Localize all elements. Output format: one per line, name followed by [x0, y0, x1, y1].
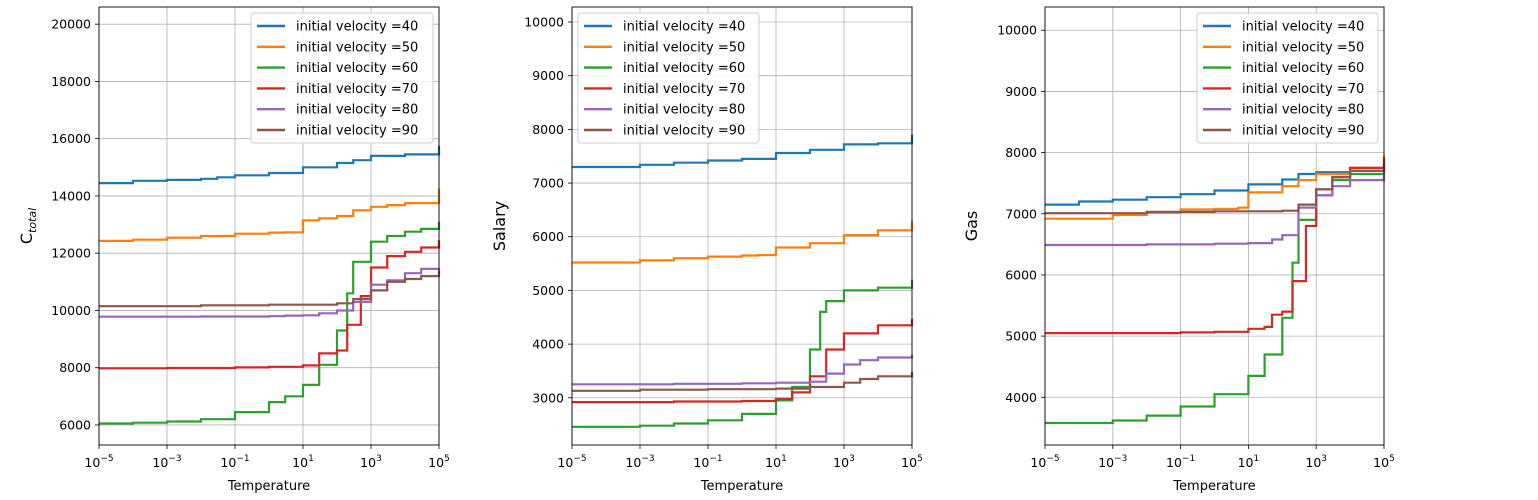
series-line-4 [99, 240, 441, 370]
y-axis-label: Gas [962, 211, 981, 242]
y-tick-label: 4000 [1005, 390, 1037, 405]
legend: initial velocity =40 initial velocity =50… [250, 12, 434, 144]
plot-frame [571, 6, 913, 446]
series-line-2 [572, 220, 914, 264]
series-line-5 [572, 354, 914, 386]
series-line-6 [572, 372, 914, 392]
y-tick-label: 8000 [532, 122, 564, 137]
legend-label: initial velocity =40 [296, 20, 418, 35]
legend-label: initial velocity =50 [296, 40, 418, 55]
legend-label: initial velocity =70 [1242, 82, 1364, 97]
legend: initial velocity =40 initial velocity =50… [577, 12, 760, 144]
y-tick-label: 5000 [1005, 329, 1037, 344]
x-tick-label: 105 [428, 454, 450, 470]
y-tick-label: 10000 [524, 15, 564, 30]
legend-box [577, 12, 760, 144]
y-tick-label: 14000 [51, 188, 91, 203]
legend-label: initial velocity =50 [1242, 40, 1364, 55]
x-axis-label: Temperature [700, 479, 783, 494]
plot-frame [1044, 6, 1385, 446]
x-tick-label: 101 [292, 454, 314, 470]
y-tick-label: 10000 [997, 23, 1037, 38]
legend-label: initial velocity =90 [1242, 124, 1364, 139]
x-tick-label: 10−5 [84, 454, 113, 470]
x-tick-label: 101 [765, 454, 787, 470]
y-tick-label: 7000 [1005, 206, 1037, 221]
x-tick-label: 103 [360, 454, 382, 470]
x-tick-label: 10−3 [625, 454, 654, 470]
x-tick-label: 10−3 [1098, 454, 1127, 470]
legend-label: initial velocity =80 [296, 103, 418, 118]
y-tick-label: 6000 [59, 417, 91, 432]
y-tick-label: 10000 [51, 303, 91, 318]
series-line-5 [99, 267, 441, 318]
x-tick-label: 101 [1238, 454, 1260, 470]
legend-label: initial velocity =80 [1242, 103, 1364, 118]
x-tick-label: 10−5 [557, 454, 586, 470]
y-tick-label: 4000 [532, 337, 564, 352]
x-tick-label: 103 [833, 454, 855, 470]
x-tick-label: 10−5 [1030, 454, 1059, 470]
legend: initial velocity =40 initial velocity =50… [1196, 12, 1379, 144]
y-axis-label: Ctotal [17, 208, 39, 244]
series-line-6 [1045, 164, 1386, 215]
y-tick-label: 18000 [51, 74, 91, 89]
chart-1: 10−5 10−3 10−1 101 103 105 6000 8000 10000 12000 1… [17, 6, 450, 494]
y-tick-label: 8000 [59, 360, 91, 375]
legend-label: initial velocity =60 [1242, 61, 1364, 76]
x-tick-label: 103 [1305, 454, 1327, 470]
x-tick-label: 10−1 [1166, 454, 1195, 470]
legend-label: initial velocity =40 [623, 20, 745, 35]
y-tick-label: 6000 [532, 229, 564, 244]
y-tick-label: 20000 [51, 17, 91, 32]
legend-label: initial velocity =70 [623, 82, 745, 97]
x-axis-label: Temperature [227, 479, 310, 494]
y-tick-label: 8000 [1005, 145, 1037, 160]
x-tick-label: 10−3 [152, 454, 181, 470]
y-tick-label: 3000 [532, 390, 564, 405]
legend-label: initial velocity =40 [1242, 20, 1364, 35]
legend-label: initial velocity =70 [296, 82, 418, 97]
x-tick-label: 105 [1373, 454, 1395, 470]
series-line-3 [572, 279, 914, 428]
y-tick-label: 9000 [532, 68, 564, 83]
y-tick-label: 9000 [1005, 84, 1037, 99]
legend-label: initial velocity =80 [623, 103, 745, 118]
y-tick-label: 12000 [51, 246, 91, 261]
y-axis-label: Salary [490, 201, 509, 251]
x-axis-label: Temperature [1172, 479, 1255, 494]
series-line-1 [99, 145, 441, 185]
series-line-4 [572, 318, 914, 404]
x-tick-label: 105 [901, 454, 923, 470]
y-tick-label: 16000 [51, 131, 91, 146]
chart-3: 10−5 10−3 10−1 101 103 105 4000 5000 6000 7000 800… [962, 6, 1395, 494]
series-line-1 [1045, 169, 1386, 206]
y-tick-label: 5000 [532, 283, 564, 298]
legend-label: initial velocity =50 [623, 40, 745, 55]
plot-frame [98, 6, 440, 446]
y-tick-label: 6000 [1005, 267, 1037, 282]
series-line-6 [99, 270, 441, 308]
legend-box [1196, 12, 1379, 144]
legend-label: initial velocity =60 [623, 61, 745, 76]
series-line-2 [99, 188, 441, 242]
legend-label: initial velocity =60 [296, 61, 418, 76]
x-tick-label: 10−1 [220, 454, 249, 470]
series-line-1 [572, 134, 914, 169]
legend-box [250, 12, 434, 144]
y-tick-label: 7000 [532, 176, 564, 191]
chart-2: 10−5 10−3 10−1 101 103 105 3000 4000 5000 6000 700… [490, 6, 923, 494]
legend-label: initial velocity =90 [623, 124, 745, 139]
series-line-5 [1045, 170, 1386, 247]
legend-label: initial velocity =90 [296, 124, 418, 139]
x-tick-label: 10−1 [693, 454, 722, 470]
